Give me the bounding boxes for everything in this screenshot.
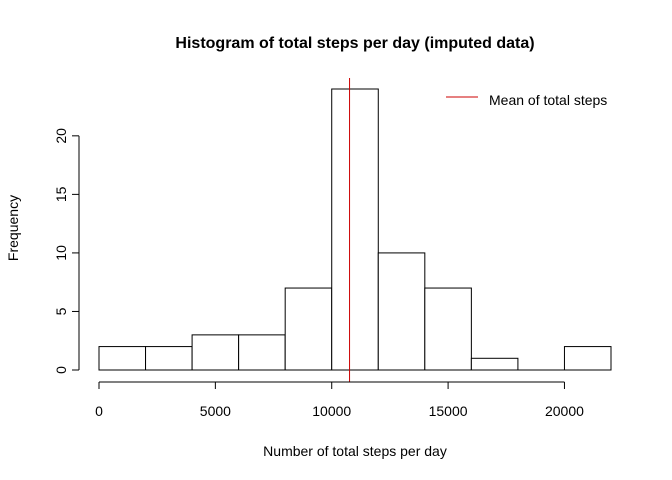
y-tick-label-4: 20 [53, 128, 69, 144]
histogram-bar-7 [424, 287, 472, 371]
histogram-bar-0 [98, 346, 147, 371]
x-tick-label-0: 0 [95, 403, 103, 419]
legend: Mean of total steps [446, 92, 607, 108]
histogram-bar-2 [191, 334, 240, 371]
x-axis: 0 5000 10000 15000 20000 [95, 381, 584, 419]
x-tick-label-2: 10000 [312, 403, 351, 419]
legend-label-mean: Mean of total steps [489, 92, 607, 108]
histogram-bar-8 [470, 357, 519, 371]
y-tick-label-3: 15 [53, 186, 69, 202]
y-axis: 0 5 10 15 20 [53, 128, 80, 374]
y-tick-label-2: 10 [53, 245, 69, 261]
chart-title: Histogram of total steps per day (impute… [175, 35, 534, 52]
y-axis-label: Frequency [5, 195, 21, 261]
x-tick-label-4: 20000 [545, 403, 584, 419]
histogram-bar-1 [145, 346, 193, 371]
histogram-bar-5 [331, 88, 379, 371]
y-tick-label-0: 0 [53, 366, 69, 374]
y-tick-label-1: 5 [53, 307, 69, 315]
histogram-bar-4 [284, 287, 333, 371]
histogram-bar-6 [377, 252, 426, 371]
x-tick-label-3: 15000 [429, 403, 468, 419]
x-tick-label-1: 5000 [200, 403, 231, 419]
x-axis-label: Number of total steps per day [263, 443, 447, 459]
histogram-bar-10 [563, 346, 612, 371]
histogram-bars [98, 88, 612, 371]
histogram-bar-3 [238, 334, 286, 371]
